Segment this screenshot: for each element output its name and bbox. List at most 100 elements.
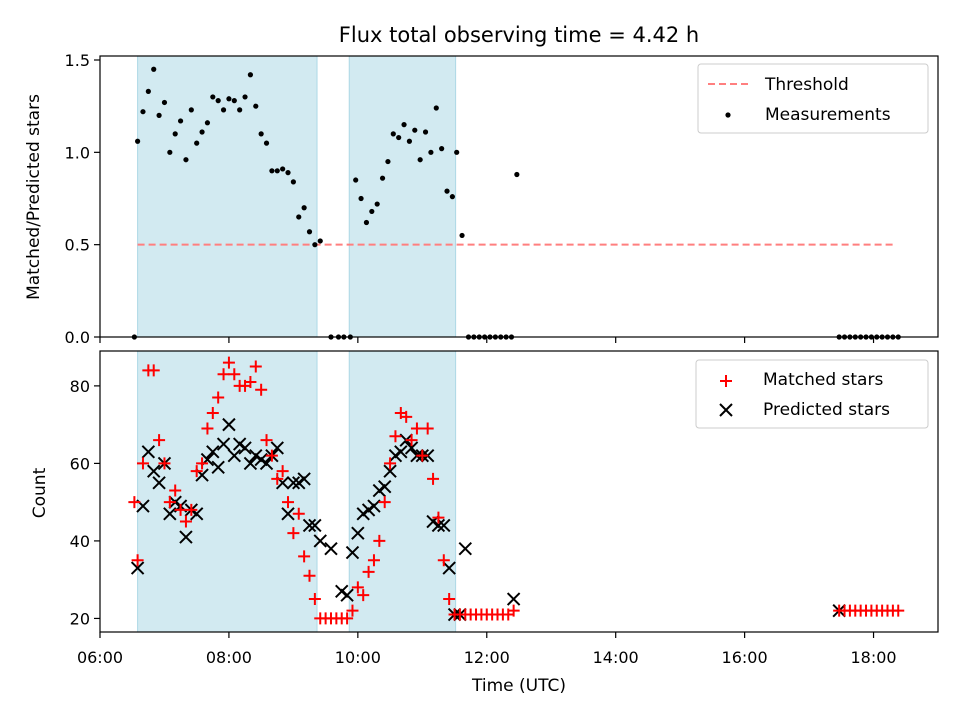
legend-matched-label: Matched stars bbox=[763, 370, 883, 390]
matched-star-marker bbox=[378, 496, 391, 509]
predicted-star-marker bbox=[222, 417, 236, 432]
ratio-panel: 0.0 0.5 1.0 1.5 Matched/Predicted stars Thr… bbox=[24, 51, 939, 347]
predicted-star-marker bbox=[340, 588, 354, 602]
predicted-star-marker bbox=[345, 545, 360, 560]
observing-interval-2 bbox=[348, 55, 457, 338]
measurement-point bbox=[237, 107, 243, 113]
count-x-ticks: 06:00 08:00 10:00 12:00 14:00 16:00 18:00 bbox=[77, 632, 897, 667]
predicted-star-marker bbox=[351, 526, 365, 540]
predicted-star-marker bbox=[308, 518, 322, 533]
matched-star-marker bbox=[287, 527, 300, 540]
x-tick-label: 18:00 bbox=[850, 648, 896, 667]
matched-star-marker bbox=[249, 360, 262, 373]
measurement-point bbox=[258, 131, 264, 137]
matched-star-marker bbox=[303, 569, 316, 582]
measurement-point bbox=[317, 238, 323, 244]
matched-star-marker bbox=[346, 604, 359, 617]
matched-star-marker bbox=[308, 593, 321, 606]
observing-interval-2 bbox=[348, 350, 457, 633]
matched-star-marker bbox=[255, 383, 268, 396]
matched-star-marker bbox=[421, 422, 434, 435]
predicted-star-marker bbox=[442, 561, 456, 575]
matched-star-marker bbox=[206, 407, 219, 420]
matched-star-marker bbox=[163, 496, 176, 509]
predicted-star-marker bbox=[506, 592, 521, 606]
predicted-star-marker bbox=[163, 507, 177, 521]
observing-intervals-top bbox=[137, 55, 457, 338]
matched-star-marker bbox=[153, 434, 166, 447]
measurement-point bbox=[401, 122, 407, 128]
y-tick-label: 40 bbox=[70, 532, 90, 551]
matched-star-marker bbox=[298, 550, 311, 563]
matched-star-marker bbox=[282, 496, 295, 509]
matched-star-marker bbox=[292, 507, 305, 520]
measurement-point bbox=[274, 168, 280, 174]
ratio-y-axis-label: Matched/Predicted stars bbox=[24, 94, 44, 300]
matched-star-marker bbox=[169, 484, 182, 497]
predicted-star-marker bbox=[367, 499, 381, 513]
predicted-star-marker bbox=[259, 456, 274, 471]
measurement-point bbox=[210, 94, 216, 100]
measurement-point bbox=[306, 229, 313, 235]
predicted-star-marker bbox=[404, 441, 419, 455]
matched-star-marker bbox=[158, 457, 171, 470]
predicted-star-marker bbox=[211, 460, 225, 474]
matched-star-marker bbox=[244, 376, 257, 389]
matched-star-marker bbox=[389, 430, 402, 443]
predicted-star-marker bbox=[147, 464, 161, 478]
measurement-point bbox=[454, 149, 460, 155]
matched-star-marker bbox=[384, 457, 397, 470]
matched-star-marker bbox=[212, 391, 225, 404]
predicted-star-marker bbox=[394, 445, 408, 459]
measurement-points bbox=[131, 66, 901, 340]
measurement-point bbox=[459, 232, 465, 239]
measurement-point bbox=[296, 214, 302, 220]
measurement-point bbox=[417, 157, 423, 163]
predicted-star-marker bbox=[179, 530, 193, 544]
predicted-star-marker bbox=[377, 479, 392, 494]
measurement-point bbox=[242, 94, 248, 100]
measurement-point bbox=[167, 149, 173, 155]
measurement-point bbox=[422, 129, 429, 135]
measurement-point bbox=[151, 66, 157, 72]
measurement-point bbox=[514, 171, 520, 178]
count-panel: 20 40 60 80 06:00 08:00 10:00 12:00 14:00 16:00 1… bbox=[30, 350, 939, 696]
measurement-point bbox=[290, 179, 296, 185]
predicted-star-marker bbox=[383, 464, 397, 478]
matched-star-marker bbox=[131, 554, 144, 567]
count-panel-frame bbox=[99, 350, 939, 633]
measurement-point bbox=[433, 105, 439, 111]
measurement-point bbox=[396, 134, 402, 141]
measurement-point bbox=[253, 103, 259, 109]
predicted-star-marker bbox=[324, 541, 338, 556]
legend-predicted-label: Predicted stars bbox=[763, 400, 890, 420]
y-tick-label: 0.5 bbox=[65, 236, 90, 255]
matched-star-marker bbox=[405, 434, 418, 447]
measurement-point bbox=[183, 157, 189, 163]
matched-star-marker bbox=[196, 457, 209, 470]
measurement-point bbox=[379, 175, 386, 181]
matched-star-marker bbox=[437, 554, 450, 567]
observing-interval-1 bbox=[137, 55, 318, 338]
ratio-y-ticks: 0.0 0.5 1.0 1.5 bbox=[65, 51, 100, 347]
measurement-point bbox=[439, 146, 445, 152]
matched-star-marker bbox=[136, 457, 149, 470]
measurement-point bbox=[188, 107, 194, 113]
measurement-point bbox=[220, 107, 227, 113]
measurement-point bbox=[263, 140, 270, 146]
predicted-star-marker bbox=[238, 441, 252, 455]
matched-star-marker bbox=[265, 449, 278, 462]
measurement-point bbox=[204, 120, 211, 126]
x-tick-label: 08:00 bbox=[206, 648, 252, 667]
measurement-point bbox=[449, 194, 455, 200]
matched-star-marker bbox=[190, 465, 203, 478]
predicted-star-marker bbox=[243, 456, 258, 471]
measurement-point bbox=[215, 98, 221, 104]
matched-star-marker bbox=[341, 612, 354, 625]
matched-star-markers bbox=[128, 356, 905, 625]
x-tick-label: 16:00 bbox=[722, 648, 768, 667]
matched-star-marker bbox=[147, 364, 160, 377]
matched-star-marker bbox=[357, 589, 370, 602]
measurement-point bbox=[369, 208, 375, 215]
